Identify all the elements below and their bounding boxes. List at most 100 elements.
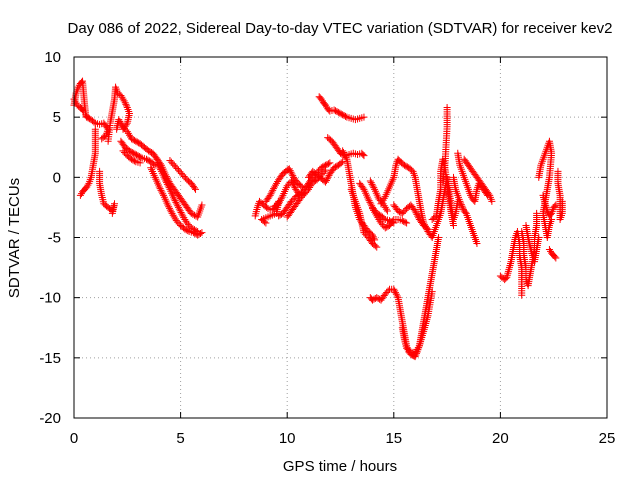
data-point: [157, 186, 165, 194]
data-point: [173, 165, 181, 173]
data-point: [337, 110, 345, 118]
data-point: [360, 229, 368, 237]
data-point: [332, 163, 340, 171]
data-point: [341, 112, 349, 120]
data-point: [400, 217, 408, 225]
data-point: [322, 166, 330, 174]
data-point: [287, 177, 295, 185]
data-point: [286, 167, 294, 175]
data-point: [365, 197, 373, 205]
y-tick-label: -5: [48, 230, 61, 247]
data-point: [77, 190, 85, 198]
data-point: [80, 107, 88, 115]
data-point: [297, 193, 305, 201]
data-point: [127, 148, 135, 156]
data-point: [146, 148, 154, 156]
data-point: [285, 165, 293, 173]
data-point: [332, 107, 340, 115]
data-point: [411, 207, 419, 215]
data-point: [306, 184, 314, 192]
x-tick-label: 5: [176, 430, 184, 447]
data-point: [142, 155, 150, 163]
y-tick-labels: -20 -15 -10 -5 0 5 10: [39, 49, 61, 427]
data-point: [547, 211, 555, 219]
data-point: [154, 161, 162, 169]
data-point: [412, 347, 420, 355]
data-point: [375, 195, 383, 203]
data-point: [189, 225, 197, 233]
data-point: [198, 201, 206, 209]
data-point: [296, 195, 304, 203]
data-point: [377, 200, 385, 208]
data-point: [374, 214, 382, 222]
data-point: [85, 179, 93, 187]
data-point: [373, 294, 381, 302]
data-point: [457, 199, 465, 207]
data-point: [414, 344, 422, 352]
data-point: [125, 147, 133, 155]
data-point: [90, 118, 98, 126]
data-point: [108, 209, 116, 217]
data-point: [158, 188, 166, 196]
data-point: [361, 230, 369, 238]
data-point: [167, 158, 175, 166]
data-point: [287, 197, 295, 205]
data-point: [179, 212, 187, 220]
data-point: [170, 195, 178, 203]
x-tick-label: 20: [492, 430, 509, 447]
data-point: [267, 190, 275, 198]
data-point: [169, 160, 177, 168]
y-tick-label: -20: [39, 410, 61, 427]
data-point: [183, 219, 191, 227]
data-point: [439, 177, 447, 185]
data-point: [378, 221, 386, 229]
data-point: [367, 179, 375, 187]
data-point: [381, 203, 389, 211]
data-point: [76, 191, 84, 199]
data-point: [164, 201, 172, 209]
data-point: [125, 131, 133, 139]
data-point: [334, 108, 342, 116]
data-point: [336, 109, 344, 117]
data-point: [502, 274, 510, 282]
data-point: [319, 163, 327, 171]
data-point: [169, 211, 177, 219]
data-point: [366, 177, 374, 185]
data-point: [459, 204, 467, 212]
data-point: [392, 289, 400, 297]
data-point: [543, 205, 551, 213]
data-point: [192, 185, 200, 193]
data-point: [461, 208, 469, 216]
data-point: [413, 210, 421, 218]
data-point: [473, 240, 481, 248]
data-series-sdtvar: [70, 77, 566, 361]
data-point: [392, 290, 400, 298]
data-point: [339, 149, 347, 157]
data-point: [307, 182, 315, 190]
data-point: [124, 129, 132, 137]
data-point: [117, 119, 125, 127]
data-point: [190, 226, 198, 234]
data-point: [370, 206, 378, 214]
data-point: [558, 197, 566, 205]
data-point: [117, 92, 125, 100]
data-point: [192, 227, 200, 235]
data-point: [551, 202, 559, 210]
data-point: [431, 213, 439, 221]
data-point: [397, 209, 405, 217]
data-point: [98, 135, 106, 143]
data-point: [533, 209, 541, 217]
data-point: [373, 243, 381, 251]
data-point: [170, 161, 178, 169]
data-point: [187, 224, 195, 232]
data-point: [400, 208, 408, 216]
data-point: [128, 155, 136, 163]
data-point: [131, 150, 139, 158]
y-tick-label: 5: [53, 109, 61, 126]
data-point: [488, 197, 496, 205]
data-point: [155, 162, 163, 170]
y-tick-label: 10: [44, 49, 61, 66]
data-point: [330, 106, 338, 114]
data-point: [270, 202, 278, 210]
